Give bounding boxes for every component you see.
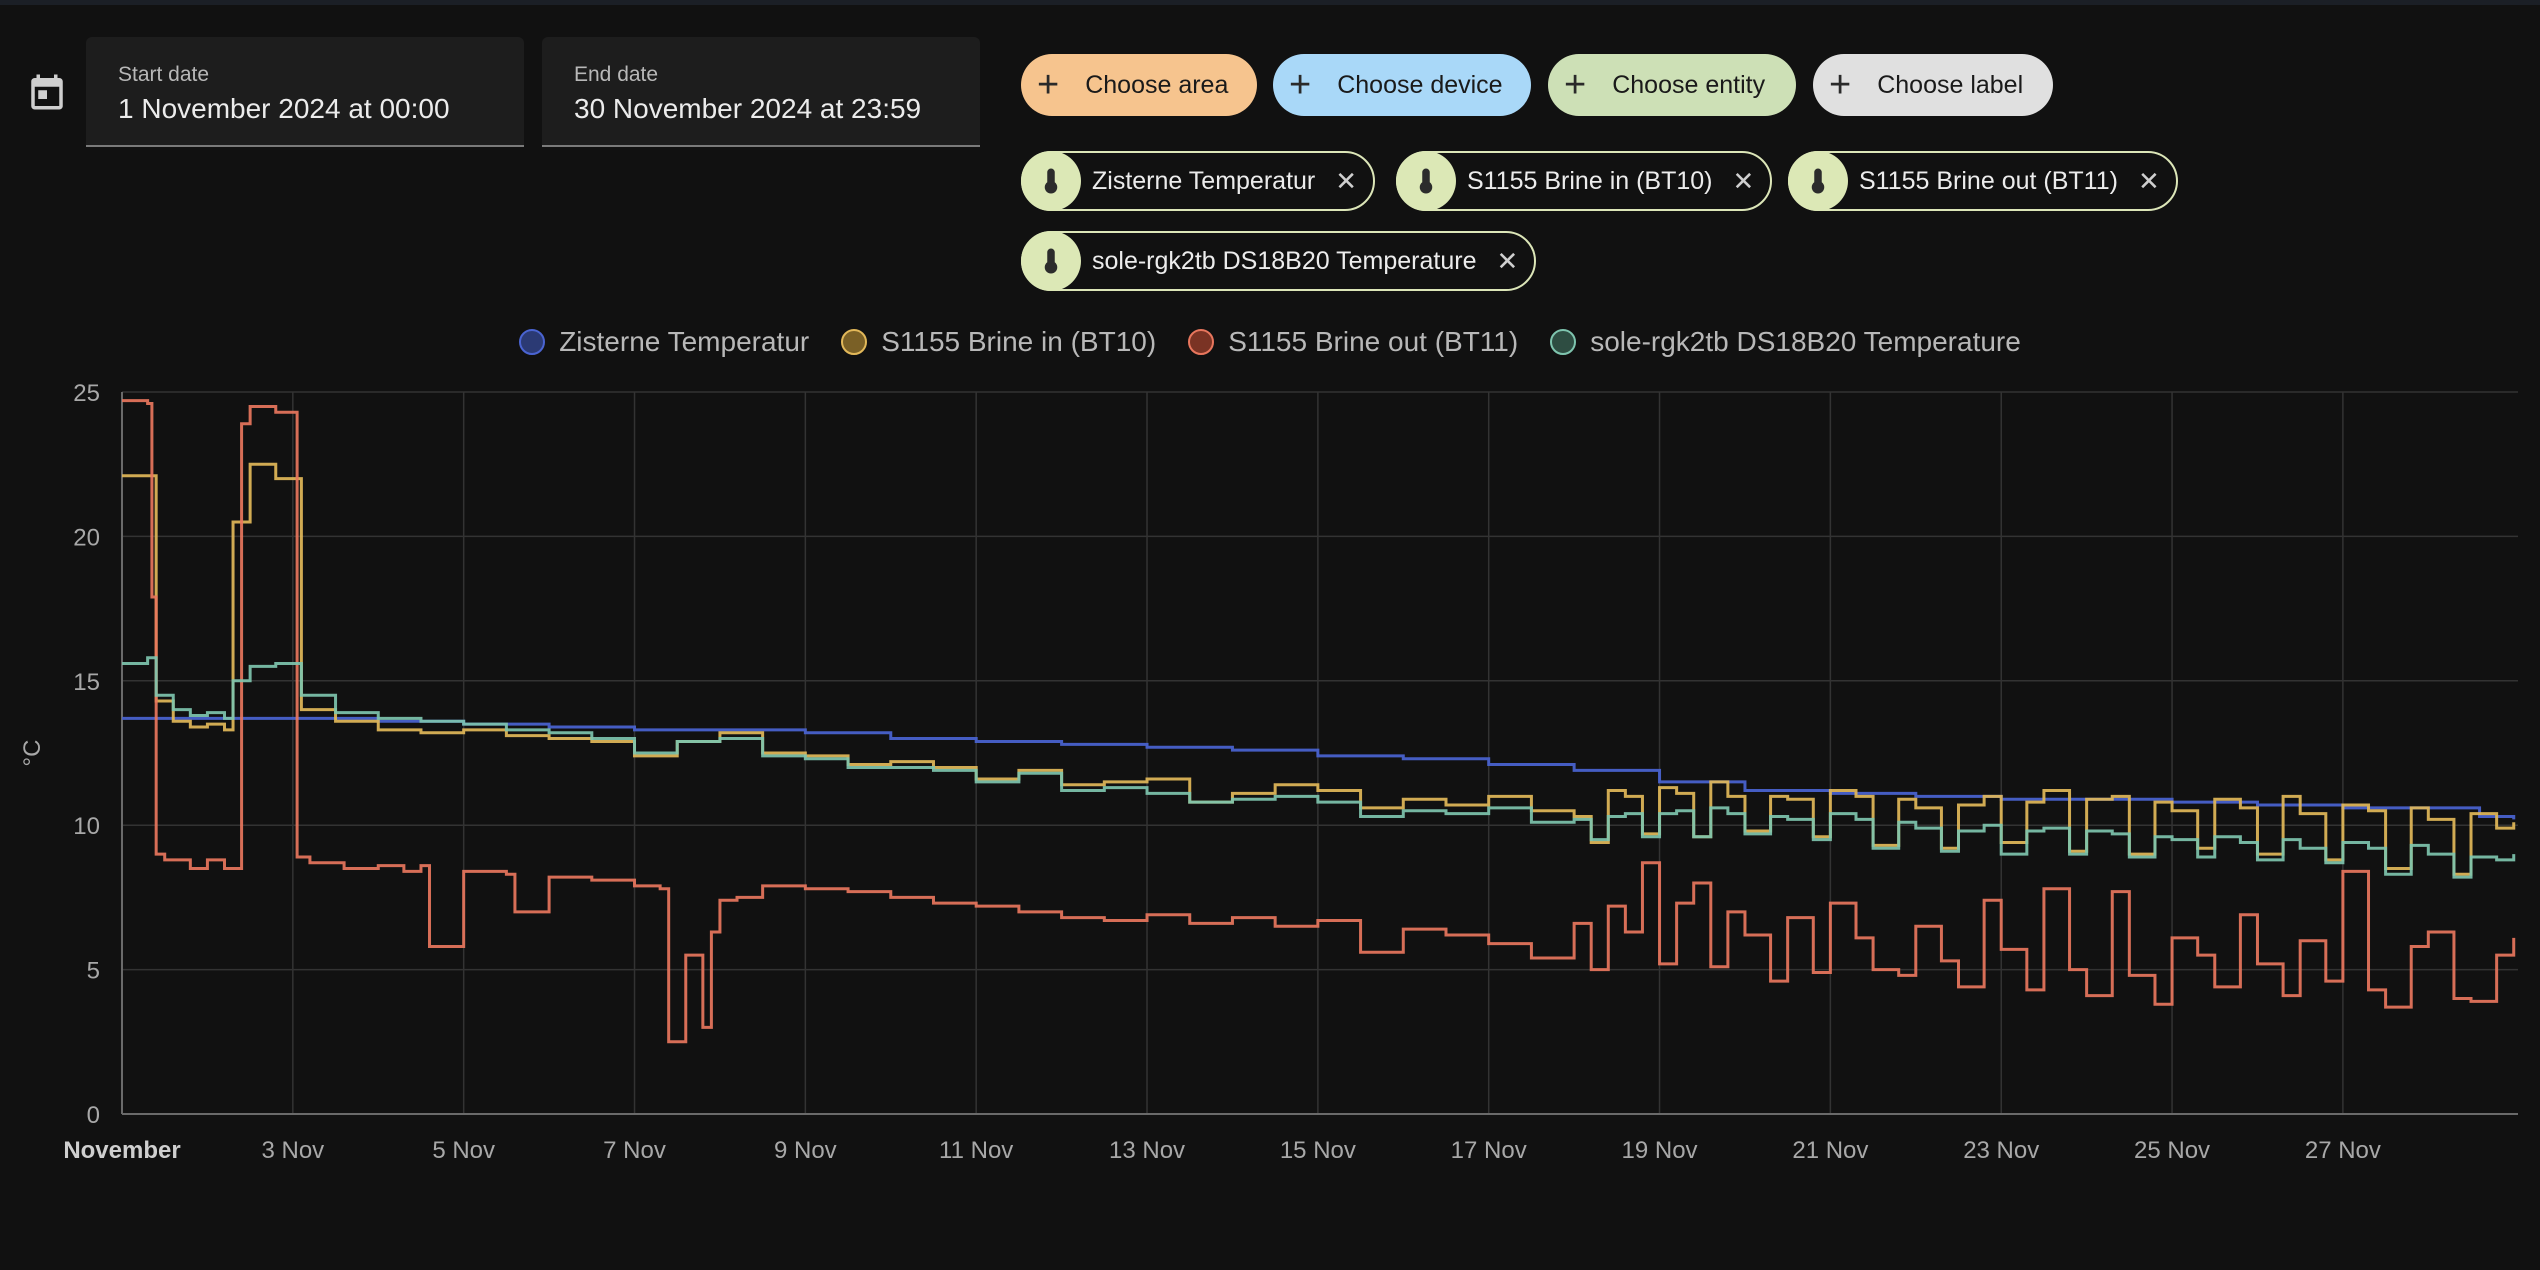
series-line-2[interactable] [122,462,2516,876]
plus-icon: + [1037,64,1060,106]
plus-icon: + [1829,64,1852,106]
choose-area-label: Choose area [1085,70,1229,99]
x-tick-label: 25 Nov [2134,1137,2210,1164]
x-tick-label: 7 Nov [603,1137,666,1164]
start-date-label: Start date [118,63,210,86]
entity-chip-label: S1155 Brine out (BT11) [1859,166,2118,195]
legend-label: S1155 Brine in (BT10) [881,326,1157,357]
end-date-field[interactable]: End date 30 November 2024 at 23:59 [542,37,980,147]
choose-label-button[interactable]: + Choose label [1813,54,2053,116]
x-tick-label: 17 Nov [1451,1137,1527,1164]
entity-chip-zisterne[interactable]: Zisterne Temperatur ✕ [1021,151,1376,211]
start-date-field[interactable]: Start date 1 November 2024 at 00:00 [86,37,524,147]
thermometer-icon [1396,151,1456,211]
legend-label: sole-rgk2tb DS18B20 Temperature [1590,326,2021,357]
choose-area-button[interactable]: + Choose area [1021,54,1257,116]
legend-item-brine-in[interactable]: S1155 Brine in (BT10) [841,326,1156,358]
y-tick-label: 0 [87,1102,100,1129]
y-tick-label: 10 [73,813,100,840]
x-tick-label: 27 Nov [2305,1137,2381,1164]
x-tick-label: 9 Nov [774,1137,837,1164]
y-axis-title: °C [19,740,46,767]
legend-dot [519,329,546,355]
y-tick-label: 20 [73,524,100,551]
legend-dot [1188,329,1215,355]
legend-item-sole[interactable]: sole-rgk2tb DS18B20 Temperature [1550,326,2021,358]
x-tick-label: 15 Nov [1280,1137,1356,1164]
thermometer-icon [1021,151,1081,211]
start-date-value: 1 November 2024 at 00:00 [118,93,450,124]
thermometer-icon [1788,151,1848,211]
calendar-icon[interactable] [26,70,68,114]
x-tick-label: 11 Nov [939,1137,1013,1164]
chart-legend: Zisterne Temperatur S1155 Brine in (BT10… [0,326,2540,358]
thermometer-icon [1021,231,1081,291]
choose-entity-label: Choose entity [1612,70,1766,99]
plus-icon: + [1564,64,1587,106]
x-tick-label: 13 Nov [1109,1137,1185,1164]
series-line-4[interactable] [122,656,2516,879]
legend-dot [1550,329,1577,355]
end-date-label: End date [574,63,659,86]
close-icon[interactable]: ✕ [1732,166,1755,196]
legend-item-zisterne[interactable]: Zisterne Temperatur [519,326,809,358]
entity-chip-label: S1155 Brine in (BT10) [1467,166,1713,195]
legend-label: S1155 Brine out (BT11) [1228,326,1519,357]
x-tick-label: 19 Nov [1622,1137,1698,1164]
close-icon[interactable]: ✕ [2137,166,2160,196]
y-tick-label: 25 [73,380,100,407]
legend-item-brine-out[interactable]: S1155 Brine out (BT11) [1188,326,1518,358]
temperature-history-chart[interactable]: 0 5 10 15 20 25 November 3 Nov 5 Nov 7 Nov 9 Nov 11… [0,370,2540,1190]
choose-entity-button[interactable]: + Choose entity [1548,54,1796,116]
choose-device-button[interactable]: + Choose device [1273,54,1531,116]
legend-label: Zisterne Temperatur [559,326,810,357]
choose-label-label: Choose label [1877,70,2024,99]
series-line-3[interactable] [122,399,2516,1044]
x-tick-label: 3 Nov [261,1137,324,1164]
x-tick-label: November [63,1137,180,1164]
plus-icon: + [1289,64,1312,106]
y-tick-label: 15 [73,669,100,696]
end-date-value: 30 November 2024 at 23:59 [574,93,922,124]
top-bar [0,0,2540,5]
choose-device-label: Choose device [1337,70,1503,99]
series-line-1[interactable] [122,716,2516,820]
y-tick-label: 5 [87,958,100,985]
entity-chip-brine-in[interactable]: S1155 Brine in (BT10) ✕ [1396,151,1773,211]
entity-chip-brine-out[interactable]: S1155 Brine out (BT11) ✕ [1788,151,2178,211]
close-icon[interactable]: ✕ [1335,166,1358,196]
close-icon[interactable]: ✕ [1496,246,1519,276]
legend-dot [841,329,868,355]
x-tick-label: 21 Nov [1792,1137,1868,1164]
x-tick-label: 23 Nov [1963,1137,2039,1164]
entity-chip-label: Zisterne Temperatur [1092,166,1316,195]
entity-chip-sole-ds18b20[interactable]: sole-rgk2tb DS18B20 Temperature ✕ [1021,231,1537,291]
entity-chip-label: sole-rgk2tb DS18B20 Temperature [1092,246,1477,275]
x-tick-label: 5 Nov [432,1137,495,1164]
